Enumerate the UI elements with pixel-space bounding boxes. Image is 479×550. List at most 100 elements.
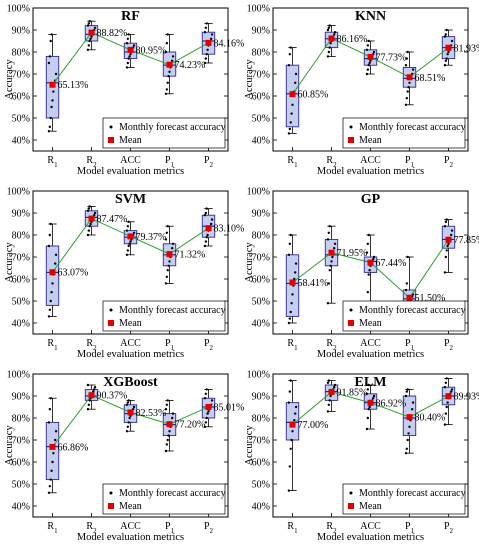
data-point (203, 214, 207, 217)
y-tick-label: 40% (12, 319, 30, 330)
data-point (203, 425, 207, 428)
data-point (368, 61, 371, 65)
y-tick-label: 70% (252, 70, 270, 81)
data-point (405, 57, 409, 60)
data-point (86, 408, 90, 411)
data-point (86, 209, 90, 212)
chart-panel-2: KNN 60.85% 86.16% 77.73% 68.51% 81.93% 40% 50% 6… (244, 4, 479, 178)
y-axis-label: Accuracy (4, 59, 15, 100)
mean-marker (445, 236, 452, 243)
data-point (165, 88, 169, 91)
data-point (327, 282, 331, 285)
mean-label: 84.16% (214, 38, 245, 49)
x-tick-label: P1 (165, 338, 175, 352)
data-point (327, 379, 331, 382)
legend-point-symbol (349, 491, 353, 495)
data-point (445, 28, 448, 32)
data-point (445, 405, 448, 409)
x-tick-label: R2 (326, 521, 337, 535)
y-axis-label: Accuracy (244, 425, 255, 466)
x-tick-label: ACC (120, 155, 141, 166)
data-point (87, 207, 91, 210)
data-point (49, 39, 52, 43)
mean-marker (166, 251, 173, 258)
data-point (366, 416, 370, 420)
chart-panel-1: RF 65.13% 88.82% 80.95% 74.23% 84.16% 40% 50% 60… (4, 4, 244, 178)
data-point (93, 211, 97, 215)
data-point (289, 46, 292, 49)
data-point (288, 242, 292, 245)
chart-title: ELM (355, 375, 387, 390)
data-point (165, 443, 169, 446)
mean-marker (88, 29, 95, 36)
data-point (447, 242, 450, 245)
x-tick-label: R1 (47, 338, 58, 352)
mean-label: 80.95% (136, 45, 167, 56)
data-point (290, 438, 293, 442)
data-point (165, 42, 169, 45)
data-point (328, 269, 331, 272)
data-point (294, 262, 298, 265)
mean-marker (328, 249, 335, 256)
mean-label: 90.37% (97, 391, 128, 402)
mean-marker (49, 269, 56, 276)
data-point (445, 218, 448, 221)
data-point (47, 244, 51, 248)
x-tick-label: ACC (120, 521, 141, 532)
x-tick-label: R1 (287, 521, 298, 535)
data-point (366, 44, 370, 47)
mean-marker (88, 215, 95, 222)
data-point (406, 388, 409, 391)
x-tick-label: R2 (86, 155, 97, 169)
data-point (167, 264, 170, 267)
legend-point-symbol (109, 125, 113, 129)
data-point (127, 244, 130, 248)
y-tick-label: 40% (12, 502, 30, 513)
data-point (443, 35, 447, 38)
data-point (206, 48, 209, 51)
data-point (126, 401, 130, 404)
x-tick-label: P2 (444, 521, 454, 535)
mean-label: 81.93% (454, 43, 479, 54)
data-point (209, 222, 213, 226)
data-point (90, 35, 93, 38)
data-point (365, 48, 369, 51)
data-point (132, 44, 136, 47)
data-point (372, 255, 376, 259)
x-tick-label: R1 (287, 155, 298, 169)
data-point (51, 99, 54, 102)
data-point (293, 412, 297, 415)
data-point (168, 430, 171, 433)
x-axis-label: Model evaluation metrics (77, 532, 184, 543)
x-tick-label: ACC (360, 338, 381, 349)
x-tick-label: P1 (165, 155, 175, 169)
data-point (406, 255, 409, 259)
data-point (89, 222, 92, 226)
chart-panel-5: XGBoost 66.86% 90.37% 82.53% 77.20% 85.01% 40%… (4, 370, 244, 544)
legend-box (102, 117, 226, 149)
x-tick-label: ACC (360, 521, 381, 532)
data-point (332, 33, 336, 36)
x-tick-label: R2 (86, 521, 97, 535)
mean-label: 91.85% (337, 387, 368, 398)
y-tick-label: 50% (252, 297, 270, 308)
data-point (287, 253, 291, 256)
mean-label: 65.13% (58, 80, 89, 91)
data-point (205, 236, 208, 239)
data-point (50, 105, 53, 109)
data-point (166, 81, 169, 85)
data-point (128, 416, 131, 420)
data-point (287, 63, 291, 67)
data-point (290, 302, 293, 305)
data-point (329, 42, 332, 45)
legend-points-label: Monthly forecast accuracy (119, 122, 226, 133)
mean-marker (328, 388, 335, 395)
legend-point-symbol (349, 125, 353, 129)
data-point (88, 39, 91, 43)
data-point (210, 218, 214, 221)
data-point (444, 59, 448, 62)
legend-box (342, 117, 466, 149)
data-point (88, 225, 91, 228)
data-point (204, 26, 208, 29)
y-axis-label: Accuracy (4, 242, 15, 283)
